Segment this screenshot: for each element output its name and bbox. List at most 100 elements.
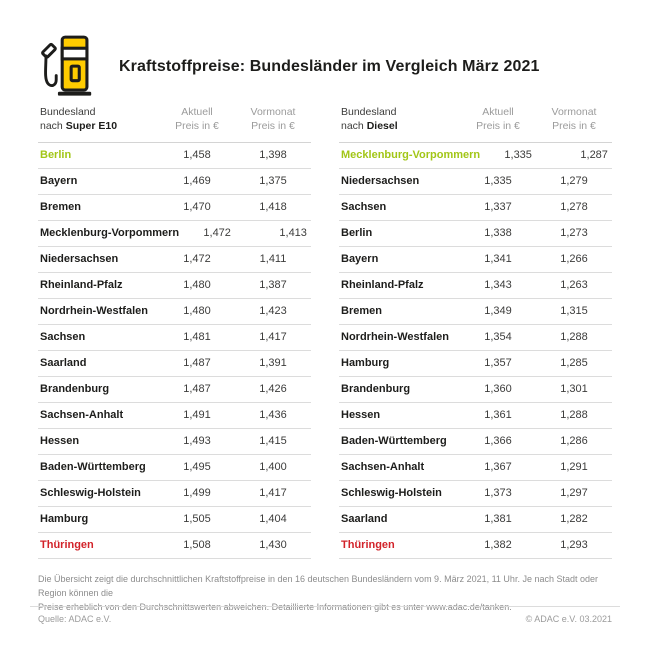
current-price: 1,335: [504, 149, 532, 162]
state-name: Hamburg: [40, 513, 89, 526]
table-row: Niedersachsen 1,472 1,411: [38, 247, 311, 273]
previous-price: 1,288: [560, 409, 588, 422]
table-row: Thüringen 1,382 1,293: [339, 533, 612, 559]
fuel-type-label: Diesel: [366, 119, 398, 132]
current-price: 1,337: [484, 201, 512, 214]
current-price: 1,480: [183, 305, 211, 318]
table-row: Nordrhein-Westfalen 1,480 1,423: [38, 299, 311, 325]
previous-price: 1,279: [560, 175, 588, 188]
previous-price: 1,400: [259, 461, 287, 474]
table-row: Saarland 1,487 1,391: [38, 351, 311, 377]
current-price: 1,487: [183, 383, 211, 396]
state-name: Baden-Württemberg: [341, 435, 447, 448]
current-price: 1,349: [484, 305, 512, 318]
table-row: Sachsen 1,481 1,417: [38, 325, 311, 351]
table-body: Berlin 1,458 1,398 Bayern 1,469 1,375 Bremen 1,…: [38, 143, 311, 559]
state-name: Hamburg: [341, 357, 390, 370]
table-row: Bayern 1,469 1,375: [38, 169, 311, 195]
col-header-current: Aktuell Preis in €: [476, 106, 520, 132]
state-name: Rheinland-Pfalz: [40, 279, 123, 292]
state-name: Sachsen: [341, 201, 387, 214]
current-price: 1,341: [484, 253, 512, 266]
previous-price: 1,423: [259, 305, 287, 318]
current-price: 1,382: [484, 539, 512, 552]
fuel-prefix: nach: [341, 119, 367, 132]
current-price: 1,480: [183, 279, 211, 292]
state-name: Berlin: [40, 149, 72, 162]
previous-price: 1,282: [560, 513, 588, 526]
state-name: Berlin: [341, 227, 373, 240]
current-price: 1,491: [183, 409, 211, 422]
state-name: Schleswig-Holstein: [341, 487, 442, 500]
col-header-line1: Bundesland: [40, 106, 96, 118]
previous-price: 1,263: [560, 279, 588, 292]
state-name: Mecklenburg-Vorpommern: [341, 149, 481, 162]
previous-price: 1,286: [560, 435, 588, 448]
previous-price: 1,430: [259, 539, 287, 552]
previous-price: 1,278: [560, 201, 588, 214]
state-name: Thüringen: [341, 539, 395, 552]
state-name: Nordrhein-Westfalen: [40, 305, 148, 318]
previous-price: 1,417: [259, 331, 287, 344]
previous-price: 1,301: [560, 383, 588, 396]
table-row: Baden-Württemberg 1,495 1,400: [38, 455, 311, 481]
previous-price: 1,426: [259, 383, 287, 396]
current-price: 1,469: [183, 175, 211, 188]
current-price: 1,472: [183, 253, 211, 266]
current-price: 1,505: [183, 513, 211, 526]
col-header-previous: Vormonat Preis in €: [250, 106, 296, 132]
state-name: Niedersachsen: [341, 175, 420, 188]
table-row: Hessen 1,493 1,415: [38, 429, 311, 455]
previous-price: 1,285: [560, 357, 588, 370]
table-row: Sachsen 1,337 1,278: [339, 195, 612, 221]
current-price: 1,357: [484, 357, 512, 370]
table-row: Nordrhein-Westfalen 1,354 1,288: [339, 325, 612, 351]
table-row: Hessen 1,361 1,288: [339, 403, 612, 429]
table-row: Brandenburg 1,360 1,301: [339, 377, 612, 403]
table-row: Thüringen 1,508 1,430: [38, 533, 311, 559]
current-price: 1,458: [183, 149, 211, 162]
state-name: Thüringen: [40, 539, 94, 552]
current-price: 1,472: [203, 227, 231, 240]
state-name: Saarland: [40, 357, 87, 370]
table-row: Schleswig-Holstein 1,373 1,297: [339, 481, 612, 507]
state-name: Mecklenburg-Vorpommern: [40, 227, 180, 240]
table-header: Bundesland nach Diesel Aktuell Preis in …: [339, 106, 612, 143]
table-super-e10: Bundesland nach Super E10 Aktuell Preis …: [38, 106, 311, 559]
state-name: Sachsen-Anhalt: [341, 461, 425, 474]
source-label: Quelle: ADAC e.V.: [38, 614, 112, 624]
current-price: 1,481: [183, 331, 211, 344]
table-row: Bremen 1,470 1,418: [38, 195, 311, 221]
current-price: 1,373: [484, 487, 512, 500]
table-row: Rheinland-Pfalz 1,480 1,387: [38, 273, 311, 299]
col-header-line2: nach Diesel: [341, 120, 460, 134]
table-row: Berlin 1,458 1,398: [38, 143, 311, 169]
table-row: Saarland 1,381 1,282: [339, 507, 612, 533]
current-price: 1,360: [484, 383, 512, 396]
table-row: Brandenburg 1,487 1,426: [38, 377, 311, 403]
tables-container: Bundesland nach Super E10 Aktuell Preis …: [38, 106, 612, 559]
current-price: 1,487: [183, 357, 211, 370]
state-name: Brandenburg: [40, 383, 110, 396]
current-price: 1,508: [183, 539, 211, 552]
header: Kraftstoffpreise: Bundesländer im Vergle…: [40, 33, 612, 101]
footer-bar: Quelle: ADAC e.V. © ADAC e.V. 03.2021: [30, 606, 620, 624]
current-price: 1,499: [183, 487, 211, 500]
table-row: Niedersachsen 1,335 1,279: [339, 169, 612, 195]
table-row: Schleswig-Holstein 1,499 1,417: [38, 481, 311, 507]
state-name: Sachsen-Anhalt: [40, 409, 124, 422]
table-diesel: Bundesland nach Diesel Aktuell Preis in …: [339, 106, 612, 559]
previous-price: 1,387: [259, 279, 287, 292]
current-price: 1,343: [484, 279, 512, 292]
previous-price: 1,418: [259, 201, 287, 214]
state-name: Bayern: [341, 253, 379, 266]
previous-price: 1,413: [279, 227, 307, 240]
table-row: Hamburg 1,357 1,285: [339, 351, 612, 377]
previous-price: 1,415: [259, 435, 287, 448]
state-name: Rheinland-Pfalz: [341, 279, 424, 292]
state-name: Hessen: [341, 409, 381, 422]
current-price: 1,381: [484, 513, 512, 526]
state-name: Saarland: [341, 513, 388, 526]
previous-price: 1,293: [560, 539, 588, 552]
previous-price: 1,417: [259, 487, 287, 500]
